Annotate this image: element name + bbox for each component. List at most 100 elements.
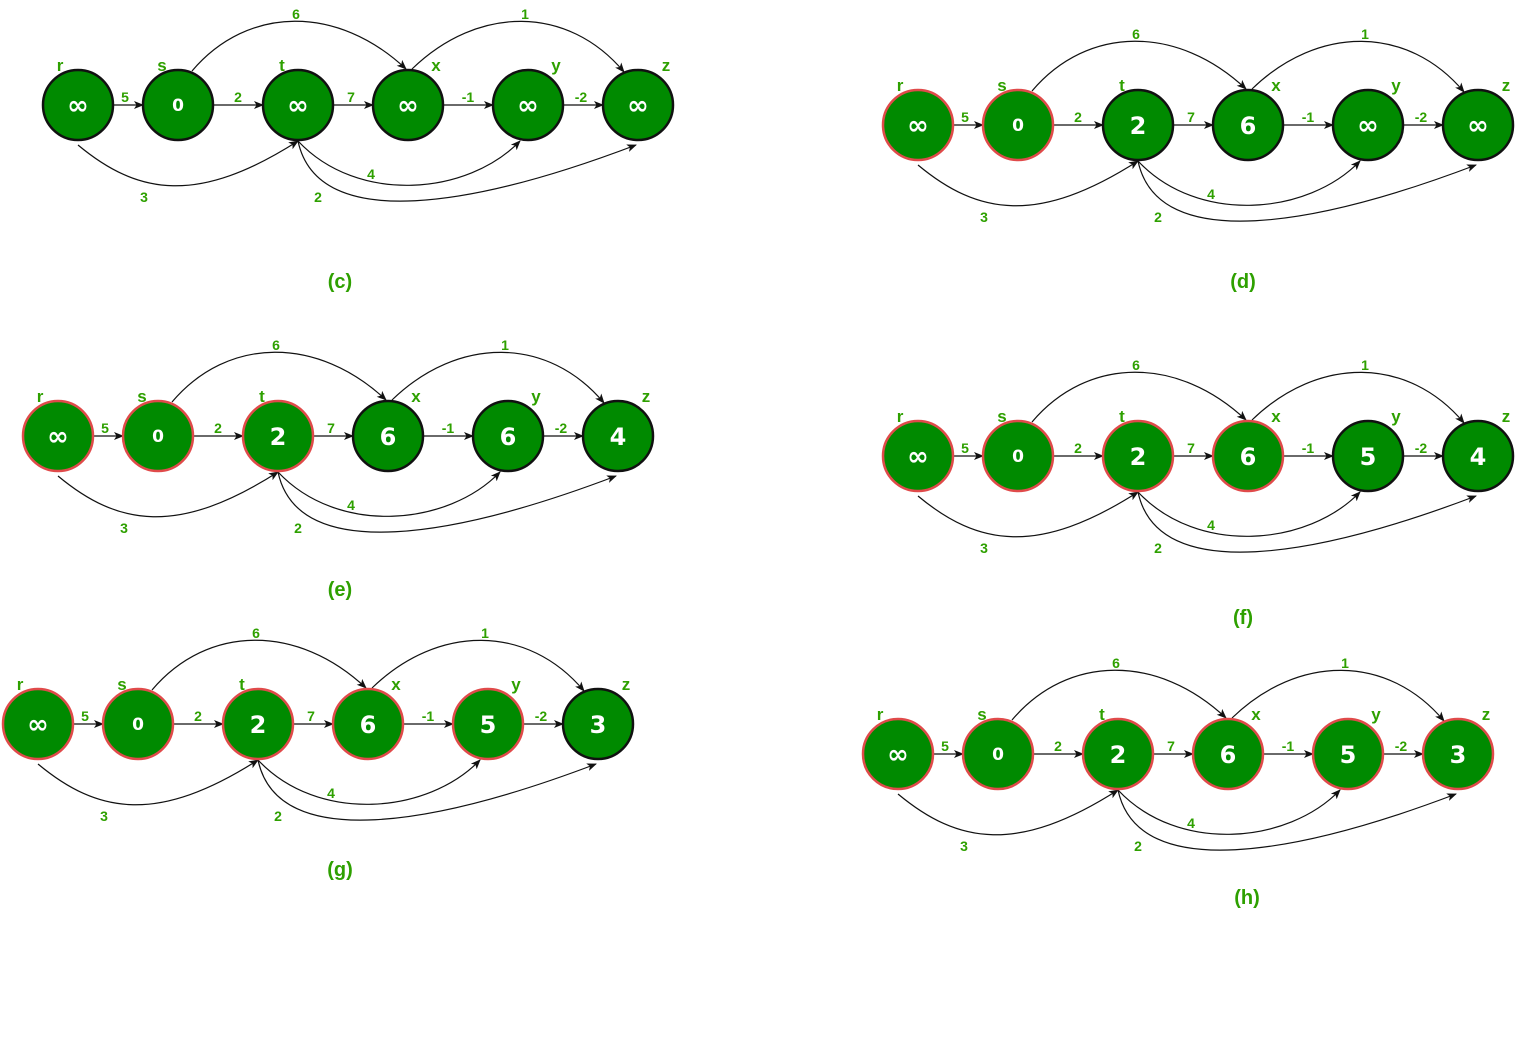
node-name-r: r: [897, 76, 904, 95]
edge-s-x: [151, 639, 367, 691]
panel-caption: (c): [328, 271, 352, 293]
edge-weight-t-z: 2: [1154, 540, 1162, 556]
node-name-z: z: [1502, 76, 1511, 95]
node-name-t: t: [1099, 705, 1105, 724]
edge-weight-y-z: -2: [1415, 440, 1428, 456]
edge-weight-t-x: 7: [1167, 738, 1175, 754]
edge-t-z: [1137, 491, 1477, 553]
node-name-x: x: [1271, 407, 1281, 426]
edge-weight-s-x: 6: [292, 6, 300, 22]
node-value-z: 3: [1450, 741, 1467, 769]
edge-x-z: [371, 639, 585, 692]
node-value-s: 0: [1012, 447, 1024, 467]
node-name-y: y: [1391, 407, 1401, 426]
edge-r-t: [917, 491, 1139, 538]
edge-weight-x-y: -1: [1302, 440, 1315, 456]
edge-weight-x-y: -1: [462, 89, 475, 105]
edge-weight-r-t: 3: [100, 808, 108, 824]
edge-weight-x-z: 1: [501, 337, 509, 353]
node-value-t: ∞: [287, 91, 309, 121]
node-name-r: r: [17, 675, 24, 694]
node-value-r: ∞: [27, 710, 49, 740]
node-y: [1331, 88, 1405, 162]
node-name-y: y: [551, 56, 561, 75]
node-value-x: 6: [1220, 741, 1237, 769]
edge-weight-x-z: 1: [1341, 655, 1349, 671]
edge-weight-t-z: 2: [1134, 838, 1142, 854]
node-name-x: x: [1251, 705, 1261, 724]
edge-t-y: [257, 759, 481, 805]
node-y: [471, 399, 545, 473]
node-value-y: 5: [480, 711, 497, 739]
edge-t-z: [1117, 789, 1457, 851]
node-t: [241, 399, 315, 473]
edge-s-x: [1031, 40, 1247, 92]
node-value-x: 6: [380, 423, 397, 451]
edge-s-x: [191, 20, 407, 72]
node-z: [1441, 419, 1515, 493]
node-name-z: z: [1482, 705, 1491, 724]
node-t: [1101, 88, 1175, 162]
edge-weight-y-z: -2: [535, 708, 548, 724]
edge-r-t: [37, 759, 259, 806]
node-name-r: r: [57, 56, 64, 75]
edge-weight-s-x: 6: [1132, 357, 1140, 373]
node-name-t: t: [1119, 76, 1125, 95]
edge-x-z: [1251, 40, 1465, 93]
node-name-t: t: [1119, 407, 1125, 426]
node-value-z: 4: [1470, 443, 1487, 471]
node-name-r: r: [877, 705, 884, 724]
edge-weight-x-z: 1: [481, 625, 489, 641]
edge-r-t: [77, 140, 299, 187]
node-value-z: ∞: [1467, 111, 1489, 141]
edge-x-z: [391, 351, 605, 404]
edge-weight-t-y: 4: [1207, 517, 1215, 533]
edge-weight-s-t: 2: [1074, 109, 1082, 125]
node-name-r: r: [897, 407, 904, 426]
edge-t-z: [1137, 160, 1477, 222]
node-value-y: 6: [500, 423, 517, 451]
node-t: [221, 687, 295, 761]
edge-s-x: [171, 351, 387, 403]
edge-t-y: [297, 140, 521, 186]
edge-weight-r-s: 5: [961, 440, 969, 456]
node-value-z: ∞: [627, 91, 649, 121]
node-r: [41, 68, 115, 142]
node-r: [881, 88, 955, 162]
edge-weight-y-z: -2: [1395, 738, 1408, 754]
edge-weight-r-s: 5: [121, 89, 129, 105]
edge-weight-x-z: 1: [521, 6, 529, 22]
node-name-s: s: [157, 56, 166, 75]
edge-s-x: [1031, 371, 1247, 423]
node-value-r: ∞: [887, 740, 909, 770]
edge-weight-s-x: 6: [252, 625, 260, 641]
node-value-r: ∞: [907, 111, 929, 141]
node-name-y: y: [511, 675, 521, 694]
node-name-z: z: [642, 387, 651, 406]
node-name-z: z: [1502, 407, 1511, 426]
edge-weight-y-z: -2: [1415, 109, 1428, 125]
edge-t-y: [1117, 789, 1341, 835]
node-name-r: r: [37, 387, 44, 406]
node-value-y: 5: [1360, 443, 1377, 471]
edge-weight-x-y: -1: [1302, 109, 1315, 125]
panel-caption: (d): [1230, 271, 1256, 293]
node-t: [1081, 717, 1155, 791]
edge-weight-t-z: 2: [1154, 209, 1162, 225]
node-y: [491, 68, 565, 142]
node-value-r: ∞: [907, 442, 929, 472]
edge-weight-r-t: 3: [960, 838, 968, 854]
edge-weight-t-x: 7: [307, 708, 315, 724]
edge-weight-x-z: 1: [1361, 357, 1369, 373]
node-value-s: 0: [172, 96, 184, 116]
node-value-y: ∞: [517, 91, 539, 121]
edge-weight-s-t: 2: [234, 89, 242, 105]
node-value-s: 0: [1012, 116, 1024, 136]
edge-x-z: [411, 20, 625, 73]
node-value-z: 3: [590, 711, 607, 739]
node-name-y: y: [1391, 76, 1401, 95]
node-name-x: x: [1271, 76, 1281, 95]
